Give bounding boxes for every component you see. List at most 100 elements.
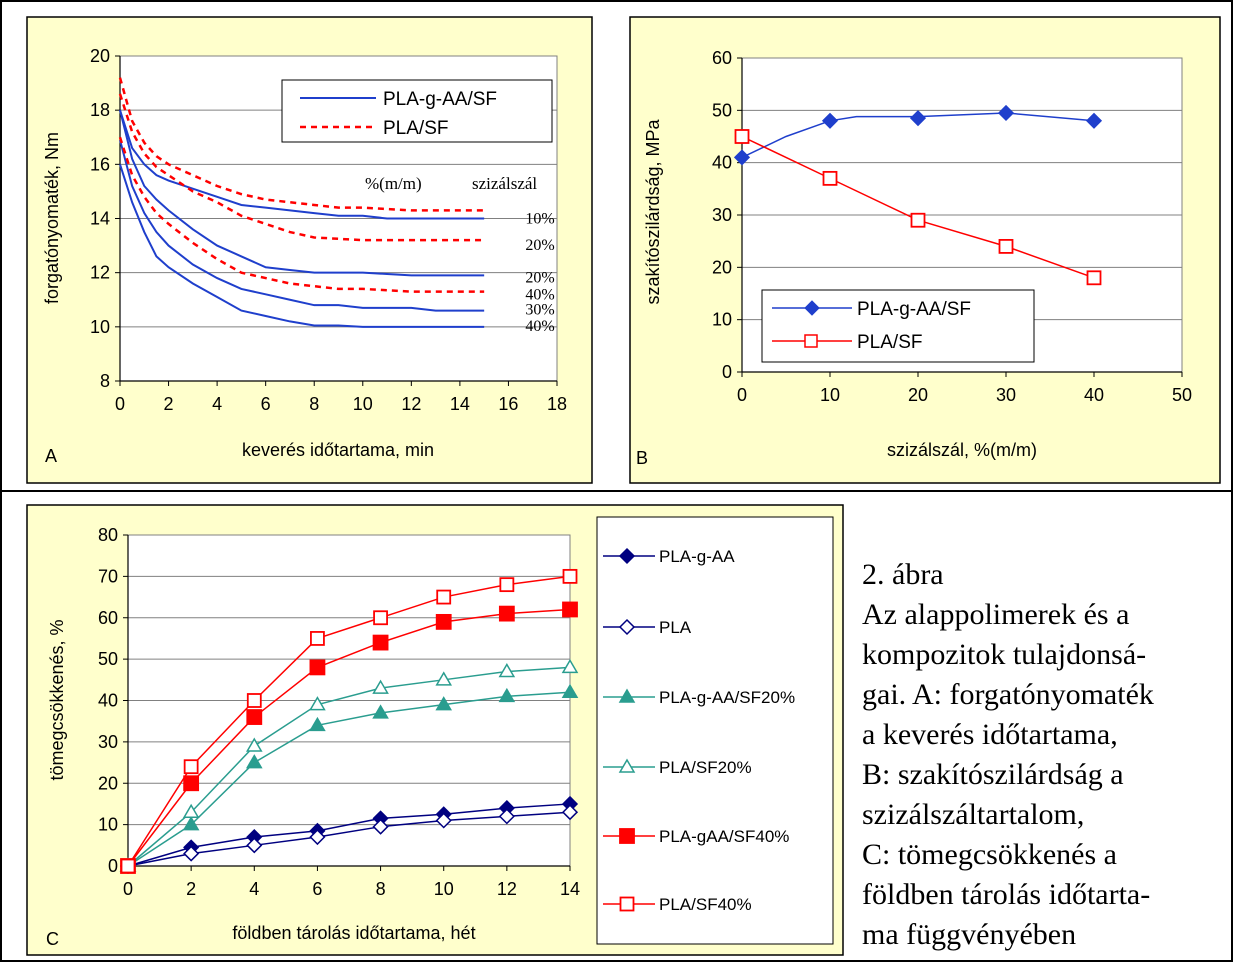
panel-c-point-pla-g-aa-sf20- bbox=[561, 683, 579, 698]
panel-a-axes: 8 10 12 14 16 18 20 0 2 4 6 8 10 12 14 16 18 bbox=[90, 46, 567, 414]
panel-a-xtick-label: 16 bbox=[498, 394, 518, 414]
panel-b-ytick-label: 0 bbox=[722, 362, 732, 382]
caption-line: C: tömegcsökkenés a bbox=[862, 838, 1117, 871]
panel-c-point-pla-sf20- bbox=[182, 803, 200, 818]
panel-c-legend-marker bbox=[618, 618, 636, 636]
caption-line: kompozitok tulajdonsá- bbox=[862, 638, 1147, 671]
panel-a-ytick-label: 18 bbox=[90, 100, 110, 120]
panel-c-ytick-label: 40 bbox=[98, 691, 118, 711]
panel-a-legend-entry-1: PLA/SF bbox=[383, 118, 448, 139]
panel-c-point-pla-gaa-sf40- bbox=[372, 634, 389, 651]
panel-a-curve-label: 40% bbox=[525, 287, 554, 304]
panel-c-point-pla-sf40- bbox=[246, 693, 262, 708]
panel-b-xtick-label: 0 bbox=[737, 385, 747, 405]
panel-a-series-pla-g-aa-sf-10 bbox=[119, 109, 485, 220]
caption-line: ma függvényében bbox=[862, 918, 1077, 951]
panel-a-curve-labels: 10%20%20%40%30%40% bbox=[525, 211, 554, 335]
panel-c-ytick-label: 80 bbox=[98, 525, 118, 545]
panel-c-xtick-label: 6 bbox=[312, 879, 322, 899]
panel-b-id: B bbox=[636, 448, 648, 468]
panel-b-point-pla-g-aa-sf bbox=[821, 112, 839, 129]
panel-a-ytick-label: 14 bbox=[90, 209, 110, 229]
panel-a-xtick-label: 10 bbox=[353, 394, 373, 414]
panel-c-line-pla-gaa-sf40- bbox=[127, 608, 571, 867]
panel-c-ytick-label: 30 bbox=[98, 732, 118, 752]
panel-a-ytick-label: 10 bbox=[90, 317, 110, 337]
panel-c-line-pla-g-aa bbox=[127, 803, 571, 867]
panel-b-ytick-label: 10 bbox=[712, 310, 732, 330]
panel-b-axes: 0 10 20 30 40 50 60 0 10 20 30 40 50 bbox=[712, 48, 1192, 405]
panel-a-xtick-label: 18 bbox=[547, 394, 567, 414]
panel-a-xtick-label: 2 bbox=[164, 394, 174, 414]
panel-b-legend-entry-1: PLA/SF bbox=[857, 332, 922, 353]
panel-b-xlabel: szizálszál, %(m/m) bbox=[887, 440, 1037, 460]
panel-b-xtick-label: 50 bbox=[1172, 385, 1192, 405]
panel-b-ytick-label: 40 bbox=[712, 153, 732, 173]
caption-line: Az alappolimerek és a bbox=[862, 598, 1130, 631]
panel-c-legend-entry: PLA-g-AA/SF20% bbox=[659, 688, 795, 707]
panel-c-point-pla-sf40- bbox=[562, 568, 578, 584]
panel-c-series bbox=[119, 568, 579, 875]
panel-c-id: C bbox=[46, 929, 59, 949]
panel-b-point-pla-g-aa-sf bbox=[733, 149, 751, 166]
panel-c-point-pla-gaa-sf40- bbox=[498, 605, 515, 622]
panel-c-legend-marker bbox=[619, 896, 635, 912]
panel-c-point-pla bbox=[561, 804, 579, 821]
panel-c-point-pla-gaa-sf40- bbox=[562, 601, 578, 618]
panel-c-ytick-label: 50 bbox=[98, 649, 118, 669]
panel-b-xtick-label: 20 bbox=[908, 385, 928, 405]
panel-c-point-pla-sf40- bbox=[373, 610, 388, 626]
panel-c-xtick-label: 0 bbox=[123, 879, 133, 899]
caption-line: a keverés időtartama, bbox=[862, 718, 1118, 751]
panel-c-point-pla-gaa-sf40- bbox=[309, 659, 326, 676]
caption-line: szizálszáltartalom, bbox=[862, 798, 1085, 831]
panel-c-legend-entry: PLA bbox=[659, 618, 692, 637]
panel-a-ytick-label: 16 bbox=[90, 154, 110, 174]
panel-a-curve-label: 20% bbox=[525, 237, 554, 254]
panel-c-ylabel: tömegcsökkenés, % bbox=[47, 619, 67, 780]
panel-c-xtick-label: 8 bbox=[376, 879, 386, 899]
panel-c-xtick-label: 14 bbox=[560, 879, 580, 899]
panel-a-series-pla-sf-20 bbox=[118, 93, 485, 242]
panel-c-point-pla-sf40- bbox=[183, 759, 199, 775]
panel-b-ytick-label: 20 bbox=[712, 257, 732, 277]
panel-b-xtick-label: 30 bbox=[996, 385, 1016, 405]
panel-b-point-pla-g-aa-sf bbox=[997, 104, 1015, 122]
panel-c-point-pla-sf40- bbox=[310, 631, 325, 646]
panel-a-curve-label: 20% bbox=[525, 269, 554, 286]
panel-a-series bbox=[118, 77, 485, 328]
panel-a-xtick-label: 8 bbox=[309, 394, 319, 414]
panel-a-legend-entry-0: PLA-g-AA/SF bbox=[383, 89, 497, 110]
panel-a-curve-label: 30% bbox=[525, 302, 554, 319]
panel-c-point-pla-sf20- bbox=[245, 737, 263, 752]
panel-c-point-pla bbox=[498, 808, 515, 825]
panel-c-legend-box bbox=[596, 516, 834, 945]
panel-a-series-pla-sf-10 bbox=[118, 77, 485, 212]
panel-b-point-pla-sf bbox=[998, 238, 1014, 254]
panel-b-point-pla-sf bbox=[822, 170, 838, 186]
panel-c-legend-entry: PLA/SF40% bbox=[659, 895, 752, 914]
panel-c-point-pla-gaa-sf40- bbox=[435, 613, 452, 630]
panel-c-point-pla-g-aa-sf20- bbox=[309, 716, 326, 732]
panel-c-point-pla-gaa-sf40- bbox=[183, 775, 200, 792]
panel-c-line-pla-sf40- bbox=[127, 575, 571, 867]
panel-c-line-pla-g-aa-sf20- bbox=[127, 691, 571, 867]
panel-c-point-pla bbox=[183, 845, 200, 862]
panel-c-xtick-label: 2 bbox=[186, 879, 196, 899]
panel-b-legend: PLA-g-AA/SF PLA/SF bbox=[761, 289, 1035, 363]
panel-c-ytick-label: 70 bbox=[98, 566, 118, 586]
panel-a-legend: PLA-g-AA/SF PLA/SF bbox=[281, 79, 553, 143]
panel-c-point-pla-g-aa-sf20- bbox=[245, 754, 263, 769]
panel-b-legend-entry-0: PLA-g-AA/SF bbox=[857, 299, 971, 320]
panel-c-ytick-label: 20 bbox=[98, 773, 118, 793]
panel-c-ytick-label: 0 bbox=[108, 856, 118, 876]
panel-b-point-pla-sf bbox=[910, 212, 926, 228]
caption-line: 2. ábra bbox=[862, 558, 944, 591]
panel-b-point-pla-sf bbox=[734, 129, 750, 144]
panel-a-xlabel: keverés időtartama, min bbox=[242, 440, 434, 460]
panel-a-xtick-label: 4 bbox=[212, 394, 222, 414]
caption-line: földben tárolás időtarta- bbox=[862, 878, 1151, 911]
panel-c-line-pla bbox=[127, 811, 571, 867]
panel-c-point-pla-g-aa-sf20- bbox=[372, 704, 389, 719]
panel-c-point-pla-sf20- bbox=[498, 663, 516, 678]
